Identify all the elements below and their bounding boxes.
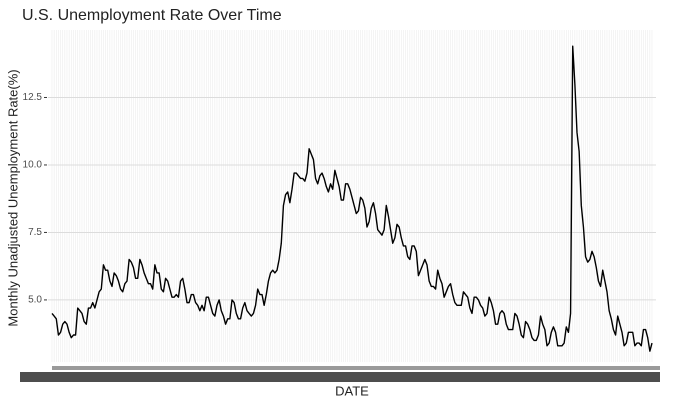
y-tick-label: 10.0 (23, 160, 43, 171)
grid: 5.0 7.5 10.0 12.5 (23, 30, 656, 362)
y-tick-label: 12.5 (23, 92, 43, 103)
y-axis-title: Monthly Unadjusted Unemployment Rate(%) (5, 69, 20, 326)
chart-title: U.S. Unemployment Rate Over Time (22, 7, 282, 24)
line (51, 45, 653, 352)
x-tick-band (52, 366, 660, 370)
x-axis-title: DATE (335, 383, 369, 398)
plot (51, 45, 653, 352)
y-tick-label: 7.5 (28, 227, 42, 238)
y-tick-label: 5.0 (28, 295, 42, 306)
x-tick-labels-overlap (20, 372, 660, 382)
